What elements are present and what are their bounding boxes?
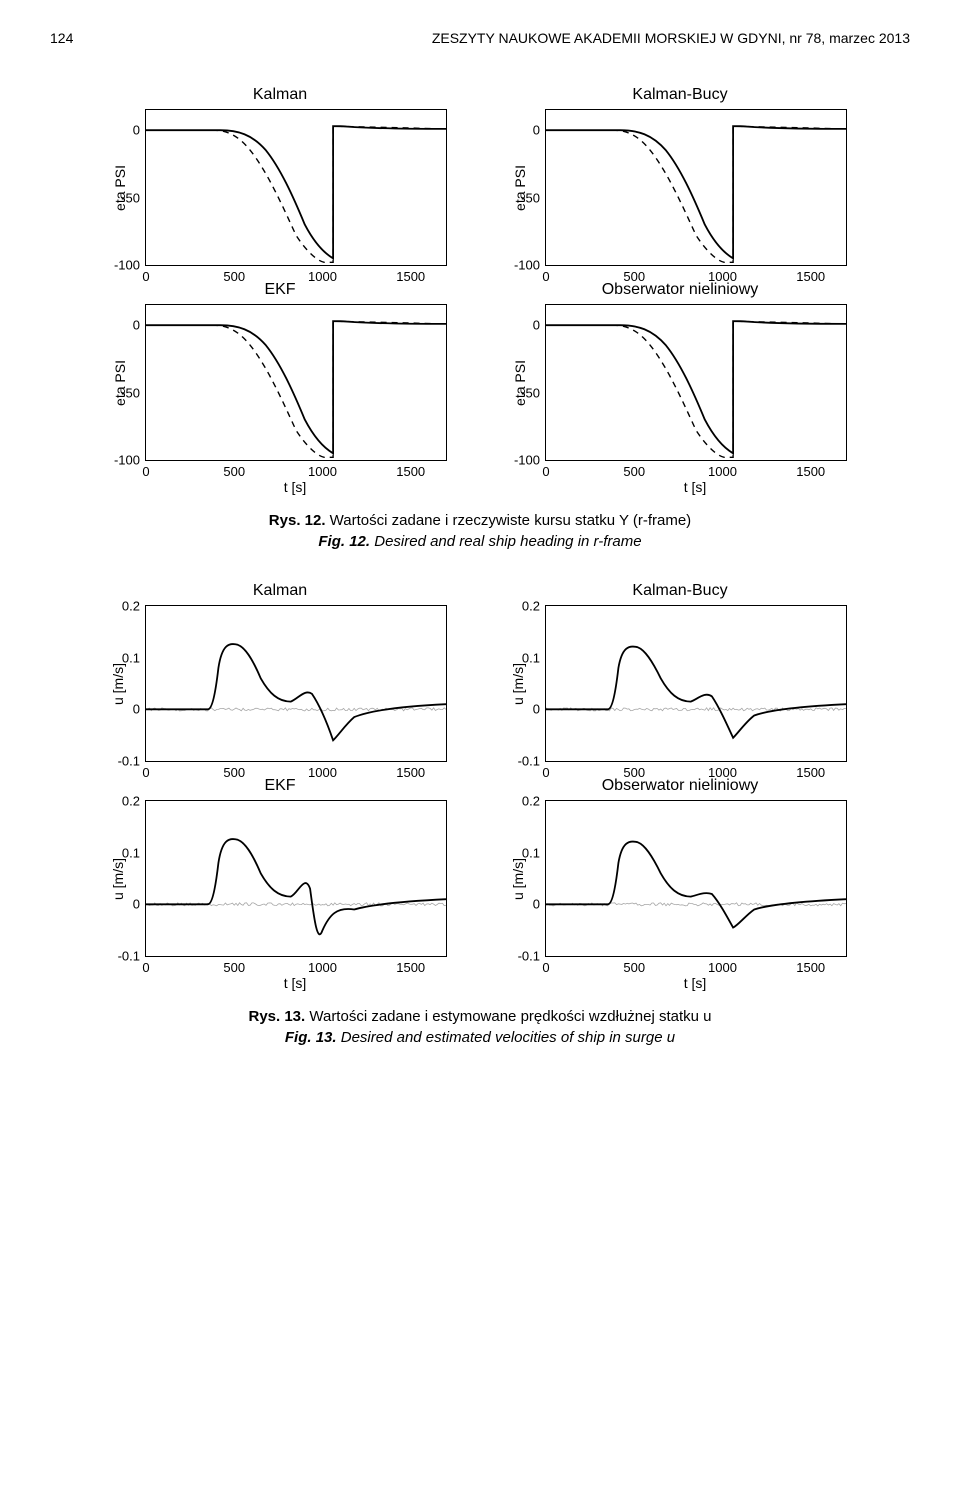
subplot: Kalman-Bucy eta PSI-100-500050010001500 [490,86,870,271]
y-tick: 0 [133,897,146,912]
subplot: Kalman eta PSI-100-500050010001500 [90,86,470,271]
x-axis-label: t [s] [545,975,845,991]
plot-area: -100-500050010001500 [145,109,447,266]
y-tick: 0.2 [122,599,146,614]
plot-area: -0.100.10.2050010001500 [145,605,447,762]
y-tick: 0 [133,318,146,333]
subplot: Kalmanu [m/s]-0.100.10.2050010001500 [90,582,470,767]
y-tick: 0 [133,123,146,138]
x-axis-label: t [s] [545,479,845,495]
subplot-title: EKF [90,281,470,299]
caption-en-13: Desired and estimated velocities of ship… [337,1029,676,1046]
plot-area: -100-500050010001500 [545,304,847,461]
x-tick: 1000 [708,956,737,975]
x-tick: 0 [542,460,549,479]
y-axis-label: u [m/s] [510,857,526,899]
caption-fig-13: Fig. 13. [285,1029,337,1046]
x-tick: 1000 [708,460,737,479]
plot-area: -0.100.10.2050010001500 [545,800,847,957]
axes: eta PSI-100-500050010001500 [145,109,470,266]
y-tick: 0.1 [522,650,546,665]
y-tick: -50 [121,190,146,205]
y-tick: 0.2 [522,599,546,614]
y-tick: 0 [533,702,546,717]
axes: eta PSI-100-500050010001500 [545,109,870,266]
y-tick: 0.1 [122,845,146,860]
subplot-title: Kalman-Bucy [490,582,870,600]
plot-area: -0.100.10.2050010001500 [545,605,847,762]
plot-area: -0.100.10.2050010001500 [145,800,447,957]
y-tick: 0.2 [122,794,146,809]
page-number: 124 [50,30,73,46]
subplot: Obserwator nieliniowyu [m/s]-0.100.10.20… [490,777,870,991]
subplot: EKF eta PSI-100-500050010001500 t [s] [90,281,470,495]
y-tick: 0 [133,702,146,717]
y-tick: -100 [514,453,546,468]
caption-fig-12: Fig. 12. [318,533,370,550]
y-tick: -50 [521,385,546,400]
y-axis-label: u [m/s] [110,662,126,704]
x-tick: 1000 [308,956,337,975]
plot-area: -100-500050010001500 [145,304,447,461]
y-tick: -100 [114,258,146,273]
y-axis-label: u [m/s] [110,857,126,899]
subplot-title: Obserwator nieliniowy [490,777,870,795]
caption-pl-13: Wartości zadane i estymowane prędkości w… [305,1008,711,1025]
x-tick: 1500 [796,956,825,975]
x-tick: 500 [623,460,645,479]
axes: u [m/s]-0.100.10.2050010001500 [145,605,470,762]
subplot: Kalman-Bucyu [m/s]-0.100.10.205001000150… [490,582,870,767]
x-tick: 500 [223,956,245,975]
x-axis-label: t [s] [145,975,445,991]
subplot-title: Kalman-Bucy [490,86,870,104]
caption-rys-13: Rys. 13. [248,1008,305,1025]
x-tick: 1500 [796,460,825,479]
x-tick: 0 [142,956,149,975]
y-tick: 0.1 [122,650,146,665]
x-tick: 1500 [396,460,425,479]
y-tick: -100 [514,258,546,273]
figure-13-caption: Rys. 13. Wartości zadane i estymowane pr… [50,1006,910,1048]
x-tick: 1000 [308,460,337,479]
y-tick: 0.2 [522,794,546,809]
subplot-title: Obserwator nieliniowy [490,281,870,299]
y-tick: 0 [533,897,546,912]
caption-rys-12: Rys. 12. [269,512,326,529]
caption-pl-12: Wartości zadane i rzeczywiste kursu stat… [326,512,692,529]
x-tick: 500 [623,956,645,975]
subplot: Obserwator nieliniowy eta PSI-100-5000500… [490,281,870,495]
y-tick: 0 [533,318,546,333]
axes: u [m/s]-0.100.10.2050010001500 [545,800,870,957]
y-tick: -50 [521,190,546,205]
subplot-title: Kalman [90,86,470,104]
y-tick: 0.1 [522,845,546,860]
page-header: 124 ZESZYTY NAUKOWE AKADEMII MORSKIEJ W … [50,30,910,46]
figure-12-grid: Kalmaneta PSI-100-500050010001500Kalman-… [90,86,870,495]
axes: eta PSI-100-500050010001500 [545,304,870,461]
y-tick: 0 [533,123,546,138]
journal-title: ZESZYTY NAUKOWE AKADEMII MORSKIEJ W GDYN… [432,30,910,46]
x-tick: 0 [542,956,549,975]
x-tick: 0 [142,460,149,479]
figure-12-caption: Rys. 12. Wartości zadane i rzeczywiste k… [50,510,910,552]
axes: u [m/s]-0.100.10.2050010001500 [545,605,870,762]
subplot-title: EKF [90,777,470,795]
x-axis-label: t [s] [145,479,445,495]
axes: eta PSI-100-500050010001500 [145,304,470,461]
y-tick: -50 [121,385,146,400]
y-tick: -100 [114,453,146,468]
subplot: EKFu [m/s]-0.100.10.2050010001500t [s] [90,777,470,991]
figure-13-grid: Kalmanu [m/s]-0.100.10.2050010001500Kalm… [90,582,870,991]
x-tick: 500 [223,460,245,479]
subplot-title: Kalman [90,582,470,600]
caption-en-12: Desired and real ship heading in r-frame [370,533,642,550]
plot-area: -100-500050010001500 [545,109,847,266]
axes: u [m/s]-0.100.10.2050010001500 [145,800,470,957]
y-axis-label: u [m/s] [510,662,526,704]
x-tick: 1500 [396,956,425,975]
